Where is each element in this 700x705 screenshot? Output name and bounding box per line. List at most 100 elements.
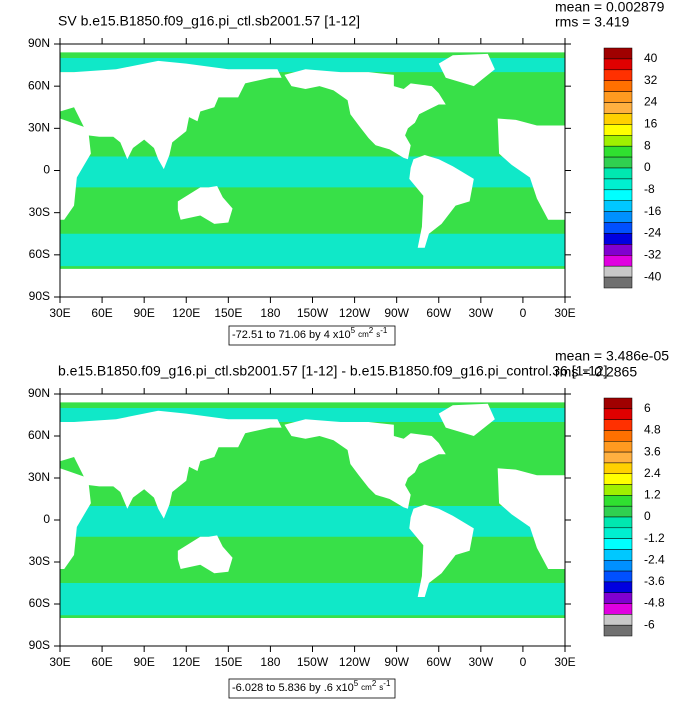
colorbar-label: 4.8 [644,423,661,437]
x-tick-label: 120W [339,306,371,320]
colorbar-box [603,505,633,518]
colorbar-box [603,408,633,420]
x-tick-label: 30W [468,655,493,669]
colorbar-box [603,80,633,92]
x-tick-label: 150W [297,306,329,320]
colorbar-label: 32 [644,73,658,87]
info-part: s [379,683,383,692]
x-tick-label: 150E [214,306,242,320]
colorbar-box [603,102,633,114]
x-tick-label: 90W [384,655,409,669]
colorbar-box [603,451,633,464]
x-tick-label: 30W [468,306,493,320]
colorbar-box [603,441,633,453]
y-tick-label: 60S [29,247,50,261]
rms-label: rms = 0.2865 [555,364,637,380]
colorbar-box [603,276,633,289]
colorbar-box [603,430,633,442]
info-part: cm [358,330,369,339]
info-part: -72.51 to 71.06 by 4 x10 [232,329,351,341]
colorbar-box [603,560,633,572]
x-tick-label: 30E [554,306,575,320]
colorbar-box [603,265,633,278]
info-part: 2 [372,679,377,688]
land [60,44,565,53]
colorbar-label: 2.4 [644,466,661,480]
colorbar-box [603,189,633,201]
y-tick-label: 90S [29,289,50,303]
colorbar-label: -2.4 [644,552,665,566]
colorbar-box [603,614,633,626]
info-part: -1 [383,679,391,688]
colorbar-label: -24 [644,226,662,240]
panel-title: SV b.e15.B1850.f09_g16.pi_ctl.sb2001.57 … [58,13,360,29]
info-part: 5 [351,326,356,335]
colorbar-box [603,484,633,496]
colorbar-box [603,495,633,507]
x-tick-label: 90E [133,655,154,669]
info-label: -72.51 to 71.06 by 4 x105 cm2 s-1 [232,326,388,341]
land [497,118,565,220]
land [60,118,91,220]
land [284,419,446,509]
x-tick-label: 180 [260,306,280,320]
colorbar-box [603,200,633,212]
y-tick-label: 90N [28,36,50,50]
x-tick-label: 150E [214,655,242,669]
mean-label: mean = 0.002879 [555,0,665,15]
land [177,185,233,224]
colorbar-box [603,178,633,191]
colorbar-box [603,124,633,136]
colorbar-box [603,527,633,539]
colorbar-box [603,516,633,529]
ocean-band [60,506,565,537]
y-tick-label: 0 [43,512,50,526]
colorbar-box [603,233,633,245]
colorbar-label: -8 [644,182,655,196]
land [438,403,495,436]
info-box [228,325,396,346]
x-tick-label: 60W [426,306,451,320]
x-tick-label: 60W [426,655,451,669]
colorbar-label: 40 [644,51,658,65]
land [409,155,474,248]
y-tick-label: 90N [28,386,50,400]
y-tick-label: 30N [28,121,50,135]
colorbar-box [603,167,633,180]
info-label: -6.028 to 5.836 by .6 x105 cm2 s-1 [232,679,391,694]
colorbar-box [603,91,633,103]
mean-label: mean = 3.486e-05 [555,348,669,364]
colorbar-box [603,624,633,637]
land [177,535,233,574]
y-tick-label: 90S [29,638,50,652]
colorbar-label: 3.6 [644,444,661,458]
colorbar-label: 8 [644,138,651,152]
colorbar-box [603,222,633,234]
info-part: 2 [369,326,374,335]
x-tick-label: 30E [49,655,70,669]
x-tick-label: 60E [91,655,112,669]
colorbar-box [603,255,633,267]
panel-title: b.e15.B1850.f09_g16.pi_ctl.sb2001.57 [1-… [58,363,608,379]
colorbar-box [603,549,633,561]
x-tick-label: 120E [172,655,200,669]
colorbar-box [603,570,633,583]
land [60,394,565,403]
ocean-band [60,156,565,188]
colorbar-label: 0 [644,509,651,523]
x-tick-label: 120E [172,306,200,320]
info-part: s [376,330,380,339]
colorbar-box [603,473,633,485]
x-tick-label: 150W [297,655,329,669]
colorbar-label: 16 [644,117,658,131]
info-part: 5 [354,679,359,688]
colorbar-box [603,397,633,410]
x-tick-label: 0 [520,655,527,669]
colorbar-label: 0 [644,160,651,174]
x-tick-label: 90W [384,306,409,320]
colorbar-box [603,47,633,60]
colorbar-box [603,145,633,158]
colorbar-box [603,462,633,474]
y-tick-label: 30S [29,554,50,568]
land [60,60,282,170]
